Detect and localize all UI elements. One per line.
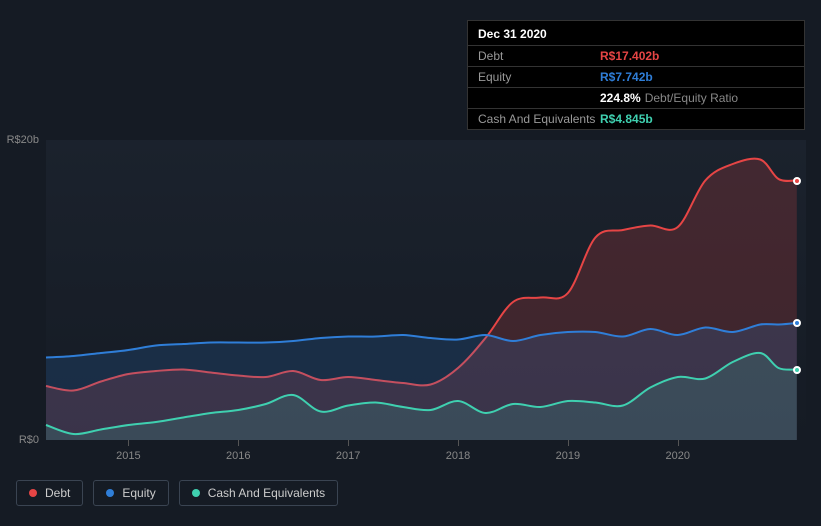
tooltip-row-label: Debt — [478, 49, 600, 63]
legend-item[interactable]: Equity — [93, 480, 168, 506]
tooltip-row: 224.8%Debt/Equity Ratio — [468, 87, 804, 108]
tooltip-row-value: R$4.845b — [600, 112, 794, 126]
tooltip-box: Dec 31 2020 DebtR$17.402bEquityR$7.742b2… — [467, 20, 805, 130]
series-end-marker — [793, 319, 801, 327]
legend: Debt Equity Cash And Equivalents — [16, 480, 338, 506]
x-tick-label: 2020 — [666, 450, 690, 462]
series-end-marker — [793, 366, 801, 374]
x-tick-mark — [238, 440, 239, 446]
tooltip-row: Cash And EquivalentsR$4.845b — [468, 108, 804, 129]
y-tick-label: R$20b — [7, 134, 39, 146]
legend-item[interactable]: Cash And Equivalents — [179, 480, 338, 506]
x-tick-label: 2019 — [556, 450, 580, 462]
legend-label: Debt — [45, 486, 70, 500]
x-tick-mark — [128, 440, 129, 446]
x-tick-label: 2018 — [446, 450, 470, 462]
x-tick-mark — [348, 440, 349, 446]
chart-container: Dec 31 2020 DebtR$17.402bEquityR$7.742b2… — [0, 0, 821, 526]
x-tick-mark — [458, 440, 459, 446]
tooltip-row-label: Cash And Equivalents — [478, 112, 600, 126]
legend-dot-icon — [29, 489, 37, 497]
legend-label: Equity — [122, 486, 155, 500]
x-tick-label: 2016 — [226, 450, 250, 462]
tooltip-row: EquityR$7.742b — [468, 66, 804, 87]
legend-item[interactable]: Debt — [16, 480, 83, 506]
tooltip-row-value: R$7.742b — [600, 70, 794, 84]
chart-svg — [46, 140, 806, 440]
tooltip-date: Dec 31 2020 — [468, 21, 804, 45]
legend-label: Cash And Equivalents — [208, 486, 325, 500]
x-tick-mark — [568, 440, 569, 446]
y-tick-label: R$0 — [19, 434, 39, 446]
tooltip-row-label: Equity — [478, 70, 600, 84]
series-end-marker — [793, 177, 801, 185]
x-tick-label: 2015 — [116, 450, 140, 462]
tooltip-row-value: 224.8%Debt/Equity Ratio — [600, 91, 794, 105]
tooltip-row-value: R$17.402b — [600, 49, 794, 63]
x-axis: 2015 2016 2017 2018 2019 2020 — [46, 446, 806, 466]
tooltip-row: DebtR$17.402b — [468, 45, 804, 66]
plot-area[interactable] — [46, 140, 806, 440]
x-tick-mark — [678, 440, 679, 446]
tooltip-row-label — [478, 91, 600, 105]
x-tick-label: 2017 — [336, 450, 360, 462]
legend-dot-icon — [192, 489, 200, 497]
legend-dot-icon — [106, 489, 114, 497]
tooltip-row-suffix: Debt/Equity Ratio — [645, 91, 738, 105]
